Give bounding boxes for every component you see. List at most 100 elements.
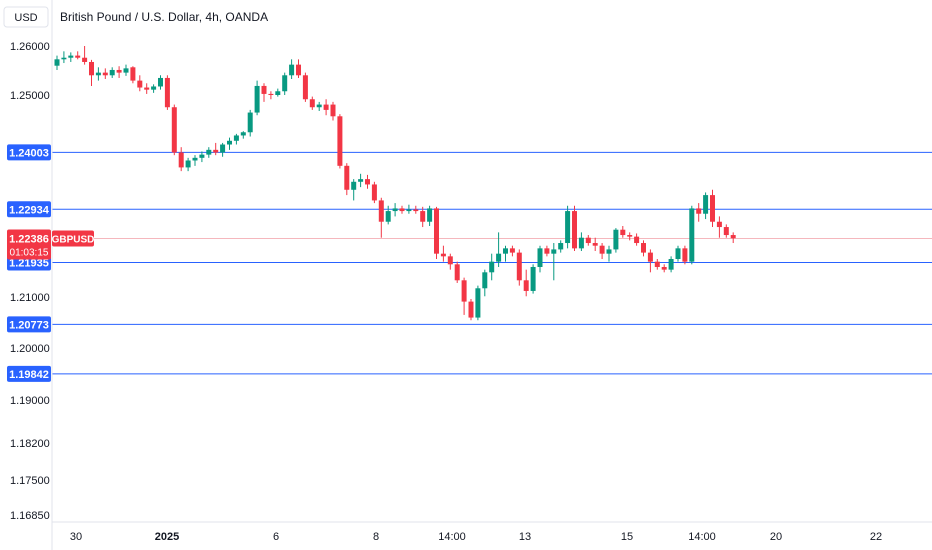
candle[interactable] [675, 245, 681, 262]
candle[interactable] [682, 245, 688, 265]
candle[interactable] [420, 206, 426, 228]
candle[interactable] [137, 75, 143, 92]
candle[interactable] [585, 235, 591, 246]
candle[interactable] [565, 205, 571, 249]
candle[interactable] [337, 114, 343, 169]
candle[interactable] [572, 205, 577, 252]
candle[interactable] [454, 261, 460, 283]
currency-button-frame[interactable] [3, 6, 49, 28]
candle[interactable] [282, 72, 288, 95]
candle[interactable] [482, 269, 488, 297]
candle[interactable] [302, 72, 308, 102]
candle[interactable] [530, 264, 536, 294]
candle[interactable] [316, 101, 322, 111]
candle[interactable] [489, 253, 495, 281]
candle[interactable] [199, 151, 205, 163]
candle[interactable] [247, 109, 253, 137]
candle[interactable] [716, 216, 722, 238]
candle[interactable] [385, 205, 391, 225]
candle[interactable] [613, 228, 619, 253]
currency-button[interactable]: USD [3, 6, 49, 28]
candle[interactable] [89, 59, 94, 86]
candle[interactable] [123, 64, 129, 76]
candle[interactable] [102, 68, 108, 80]
candle[interactable] [365, 174, 370, 189]
candle[interactable] [323, 99, 329, 116]
candle[interactable] [95, 67, 101, 81]
candle[interactable] [440, 245, 446, 262]
currency-button-label[interactable]: USD [14, 12, 37, 24]
time-axis[interactable]: 30 2025 6 8 14:00 13 15 14:00 20 22 [70, 531, 882, 543]
candle[interactable] [358, 173, 364, 188]
candle[interactable] [509, 245, 515, 257]
candle[interactable] [275, 88, 281, 97]
candle[interactable] [516, 249, 522, 286]
candle[interactable] [158, 75, 163, 90]
candle[interactable] [344, 163, 350, 196]
candle[interactable] [434, 206, 439, 259]
candle[interactable] [627, 232, 633, 241]
candle[interactable] [254, 80, 260, 116]
candle[interactable] [592, 237, 598, 252]
candle[interactable] [171, 104, 177, 156]
candle[interactable] [178, 147, 184, 172]
candle[interactable] [144, 83, 150, 94]
candle[interactable] [309, 96, 315, 110]
candle[interactable] [240, 131, 246, 139]
candle[interactable] [75, 51, 81, 60]
candle[interactable] [427, 205, 433, 226]
candle[interactable] [185, 157, 191, 172]
candle[interactable] [647, 249, 653, 273]
candle[interactable] [468, 298, 474, 321]
candle[interactable] [213, 142, 219, 156]
candle[interactable] [523, 269, 529, 297]
candle[interactable] [261, 83, 267, 102]
candle[interactable] [406, 204, 412, 214]
candle[interactable] [330, 101, 336, 121]
candle[interactable] [296, 59, 301, 78]
candle[interactable] [61, 51, 67, 64]
candle[interactable] [268, 91, 274, 100]
candle[interactable] [578, 232, 584, 252]
candle[interactable] [503, 245, 508, 262]
candle[interactable] [82, 46, 88, 65]
candle[interactable] [723, 224, 729, 238]
candle[interactable] [641, 240, 646, 257]
candle[interactable] [233, 133, 239, 145]
candle[interactable] [537, 245, 543, 273]
candle[interactable] [730, 232, 736, 244]
candle[interactable] [551, 243, 557, 281]
candle[interactable] [654, 259, 660, 270]
candle[interactable] [130, 66, 136, 84]
candle[interactable] [544, 245, 550, 257]
candle[interactable] [634, 233, 640, 246]
candle[interactable] [703, 192, 709, 220]
candle[interactable] [496, 232, 502, 267]
price-axis[interactable]: 1.26000 1.25000 1.21000 1.20000 1.19000 1.182… [10, 41, 50, 522]
candle[interactable] [164, 75, 170, 110]
candle[interactable] [54, 55, 60, 70]
candle[interactable] [227, 137, 232, 150]
candle[interactable] [668, 256, 674, 273]
candle[interactable] [661, 264, 667, 273]
candle[interactable] [351, 179, 357, 201]
candle[interactable] [371, 181, 377, 204]
candle[interactable] [447, 253, 453, 270]
candle[interactable] [606, 245, 612, 262]
candle[interactable] [696, 203, 702, 222]
candle[interactable] [68, 52, 74, 62]
candle[interactable] [378, 197, 384, 238]
candle[interactable] [116, 66, 122, 78]
candle[interactable] [710, 189, 715, 228]
candle[interactable] [289, 59, 295, 80]
candle[interactable] [192, 155, 198, 166]
candle[interactable] [220, 142, 226, 157]
candle[interactable] [151, 84, 157, 93]
candle[interactable] [399, 205, 405, 214]
candle[interactable] [206, 147, 212, 158]
candle[interactable] [620, 225, 626, 238]
candle[interactable] [461, 277, 467, 315]
candle[interactable] [475, 285, 481, 321]
candle[interactable] [109, 67, 115, 78]
